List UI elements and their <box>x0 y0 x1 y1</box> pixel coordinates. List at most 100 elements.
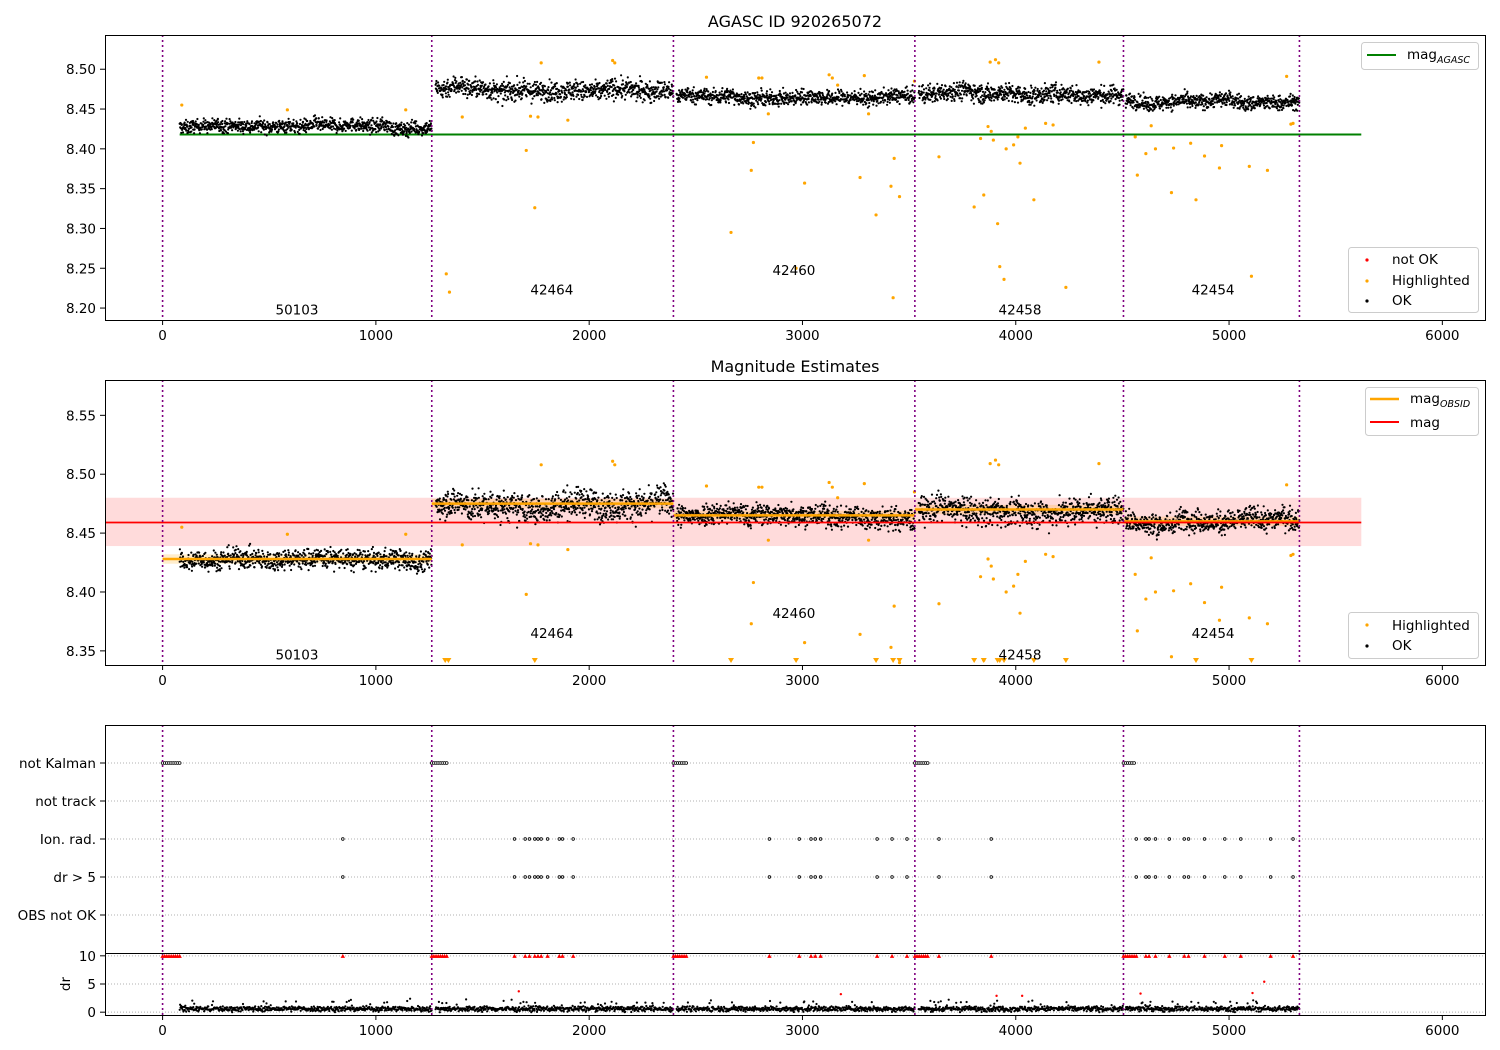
highlighted-point <box>751 140 756 145</box>
ok-point <box>489 96 492 99</box>
ok-point <box>297 551 300 554</box>
ok-point <box>464 92 467 96</box>
ok-point <box>237 568 241 571</box>
ok-point <box>814 98 817 101</box>
ok-point <box>286 124 289 127</box>
ok-point <box>259 119 262 123</box>
ok-point <box>894 98 898 101</box>
ok-point <box>809 94 812 98</box>
ok-point <box>403 130 406 133</box>
ok-point <box>681 88 684 91</box>
ok-point <box>262 122 265 125</box>
ok-point <box>386 130 389 133</box>
highlighted-point <box>536 115 540 119</box>
ok-point <box>269 553 272 556</box>
ok-point <box>630 95 633 98</box>
ok-point <box>478 93 481 96</box>
ok-point <box>268 123 271 126</box>
ok-point <box>1218 91 1221 94</box>
ok-point <box>380 125 383 128</box>
ok-point <box>710 103 713 107</box>
ok-point <box>996 98 999 101</box>
ok-point <box>311 565 315 568</box>
ok-point <box>546 98 549 101</box>
ok-point <box>768 102 771 106</box>
ok-point <box>299 118 302 121</box>
ok-point <box>850 92 854 95</box>
ok-point <box>375 131 378 134</box>
ok-point <box>1202 105 1205 108</box>
ok-point <box>436 91 439 94</box>
ok-point <box>224 130 228 133</box>
ok-point <box>1282 107 1285 110</box>
ok-point <box>247 565 250 569</box>
ok-point <box>300 568 303 571</box>
ok-point <box>949 95 952 98</box>
ok-point <box>188 568 191 571</box>
ok-point <box>685 94 688 97</box>
ok-point <box>266 551 269 554</box>
ok-point <box>487 85 490 88</box>
ok-point <box>397 554 400 557</box>
ok-point <box>370 118 373 121</box>
ok-point <box>1087 104 1090 107</box>
ok-point <box>371 545 374 549</box>
ok-point <box>285 131 288 134</box>
ok-point <box>982 101 986 104</box>
ok-point <box>911 84 914 87</box>
ok-point <box>1054 81 1058 84</box>
ok-point <box>731 88 735 91</box>
ok-point <box>349 124 352 127</box>
ok-point <box>232 126 235 129</box>
ok-point <box>199 555 202 558</box>
ok-point <box>860 92 863 95</box>
ok-point <box>1023 90 1026 93</box>
ok-point <box>1232 106 1235 109</box>
ok-point <box>1189 95 1193 98</box>
ok-point <box>937 93 941 96</box>
ok-point <box>200 122 203 125</box>
ok-point <box>281 120 284 123</box>
ok-point <box>582 80 585 84</box>
ok-point <box>663 93 666 96</box>
ok-point <box>740 93 743 96</box>
ok-point <box>887 89 890 92</box>
ok-point <box>769 88 772 91</box>
highlighted-point <box>1023 126 1027 130</box>
ok-point <box>724 101 728 104</box>
ok-point <box>687 87 690 90</box>
ok-point <box>485 93 488 96</box>
ok-point <box>952 82 956 85</box>
ok-point <box>605 82 608 85</box>
ok-point <box>604 88 607 91</box>
ok-point <box>1196 98 1199 101</box>
ok-point <box>218 564 221 568</box>
ok-point <box>243 566 246 570</box>
highlighted-point <box>1285 74 1289 78</box>
ok-point <box>1075 100 1078 103</box>
ok-point <box>820 101 824 104</box>
ok-point <box>1031 100 1034 103</box>
ok-point <box>691 98 695 101</box>
ok-point <box>220 551 223 554</box>
ok-point <box>661 94 664 97</box>
ok-point <box>226 122 229 125</box>
ok-point <box>1035 99 1038 102</box>
ok-point <box>719 101 722 104</box>
ok-point <box>395 122 398 125</box>
ok-point <box>1242 102 1246 105</box>
ok-point <box>238 128 241 131</box>
ok-point <box>1273 96 1276 99</box>
ok-point <box>686 91 689 94</box>
ok-point <box>504 94 507 97</box>
highlighted-point <box>1194 198 1198 202</box>
ok-point <box>191 565 194 568</box>
ok-point <box>960 89 964 92</box>
ok-point <box>1203 109 1206 112</box>
ok-point <box>611 78 614 81</box>
ok-point <box>418 130 421 133</box>
ok-point <box>202 123 205 126</box>
x-tick-label: 1000 <box>359 328 393 344</box>
ok-point <box>782 86 785 89</box>
ok-point <box>1141 99 1144 102</box>
